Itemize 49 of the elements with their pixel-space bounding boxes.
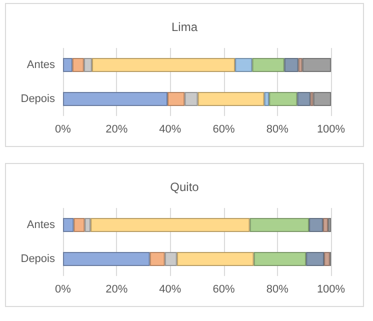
- chart-title: Lima: [171, 20, 198, 34]
- bar: [264, 92, 270, 106]
- x-tick-label: 60%: [212, 284, 236, 296]
- x-tick-label: 80%: [266, 124, 289, 136]
- bar: [184, 92, 198, 106]
- bar: [74, 218, 85, 232]
- bar: [324, 252, 330, 266]
- bar: [63, 218, 74, 232]
- bar: [322, 218, 328, 232]
- x-tick-label: 60%: [212, 124, 236, 136]
- bar: [176, 252, 254, 266]
- y-tick-label: Depois: [20, 93, 56, 105]
- bar: [302, 58, 331, 72]
- x-tick-label: 100%: [316, 124, 346, 136]
- bar: [92, 58, 236, 72]
- bar: [284, 58, 298, 72]
- y-tick-label: Antes: [26, 59, 56, 71]
- bar: [63, 58, 72, 72]
- bar: [63, 92, 168, 106]
- bar: [150, 252, 165, 266]
- bar: [309, 218, 323, 232]
- bar: [72, 58, 84, 72]
- bar: [164, 252, 177, 266]
- bar: [235, 58, 252, 72]
- y-tick-label: Depois: [20, 253, 56, 265]
- x-tick-label: 0%: [55, 124, 72, 136]
- bar: [168, 92, 185, 106]
- bar: [250, 218, 310, 232]
- x-tick-label: 40%: [159, 284, 182, 296]
- bar: [269, 92, 298, 106]
- x-tick-label: 0%: [55, 284, 72, 296]
- x-tick-label: 20%: [106, 124, 128, 136]
- x-tick-label: 80%: [266, 284, 289, 296]
- bar: [298, 58, 302, 72]
- bar: [252, 58, 284, 72]
- bar: [306, 252, 324, 266]
- bar: [297, 92, 310, 106]
- y-tick-label: Antes: [26, 219, 56, 231]
- bar: [313, 92, 331, 106]
- bar: [90, 218, 250, 232]
- bar: [198, 92, 264, 106]
- bar: [254, 252, 306, 266]
- chart-title: Quito: [170, 180, 200, 194]
- x-tick-label: 20%: [106, 284, 128, 296]
- x-tick-label: 100%: [316, 284, 346, 296]
- x-tick-label: 40%: [159, 124, 182, 136]
- bar: [84, 218, 91, 232]
- bar: [84, 58, 92, 72]
- bar: [63, 252, 150, 266]
